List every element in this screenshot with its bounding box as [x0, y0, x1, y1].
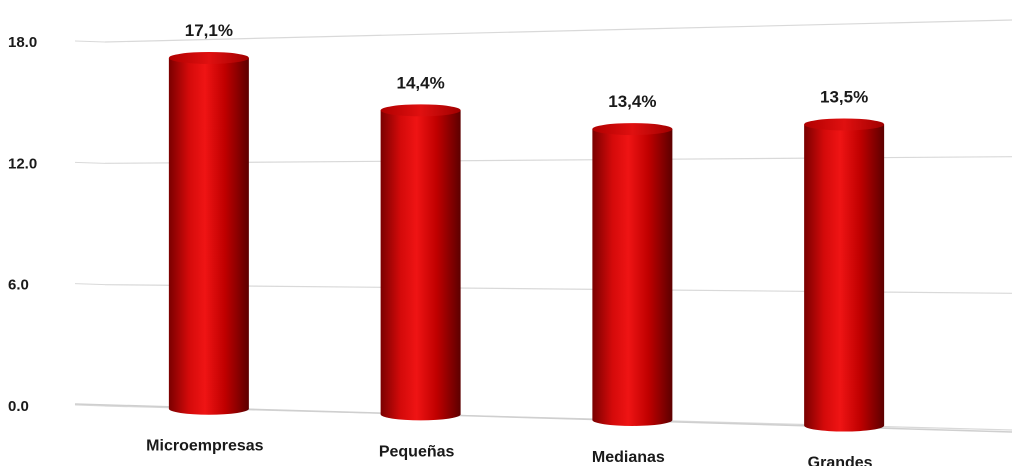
y-tick-label: 18.0 — [8, 34, 37, 51]
gridline-stub — [74, 283, 106, 286]
data-label: 17,1% — [185, 21, 233, 40]
y-tick-label: 12.0 — [8, 155, 37, 172]
bar-cap — [592, 123, 673, 136]
category-label: Microempresas — [146, 438, 263, 455]
bars — [168, 51, 885, 432]
bar-cap — [804, 118, 885, 131]
y-tick-label: 0.0 — [8, 398, 29, 415]
data-labels: 17,1% 14,4% 13,4% 13,5% — [185, 21, 868, 111]
category-label: Medianas — [592, 449, 665, 466]
bar-cap — [168, 51, 249, 64]
bar-body — [804, 124, 885, 432]
data-label: 13,4% — [608, 92, 656, 111]
bar-body — [168, 57, 249, 415]
gridline-stub — [74, 404, 106, 407]
gridline-stub — [74, 161, 106, 164]
category-label: Pequeñas — [379, 443, 455, 460]
bar-microempresas — [168, 51, 249, 415]
x-axis: Microempresas Pequeñas Medianas Grandes — [146, 438, 873, 466]
bar-grandes — [804, 118, 885, 432]
y-axis: 0.0 6.0 12.0 18.0 — [8, 34, 37, 415]
category-label: Grandes — [808, 455, 873, 466]
gridline-stub — [74, 40, 106, 43]
data-label: 13,5% — [820, 87, 868, 106]
bar-body — [380, 110, 461, 421]
bar-pequeñas — [380, 104, 461, 421]
bar-medianas — [592, 123, 673, 426]
bar-cap — [380, 104, 461, 117]
bar-body — [592, 129, 673, 426]
gridline — [104, 19, 1013, 43]
y-tick-label: 6.0 — [8, 277, 29, 294]
data-label: 14,4% — [397, 73, 445, 92]
